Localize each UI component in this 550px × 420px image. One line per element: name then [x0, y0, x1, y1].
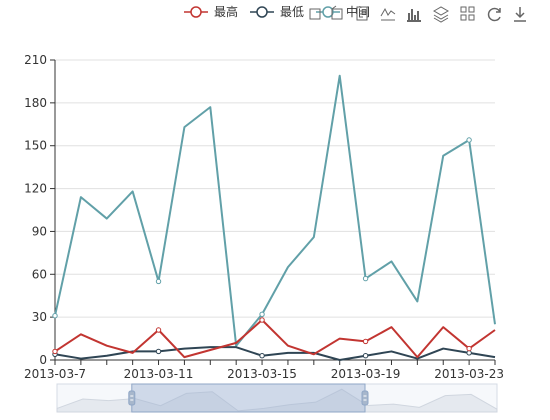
legend-label: 中间 — [346, 4, 370, 19]
data-point[interactable] — [466, 137, 472, 143]
toolbox — [309, 5, 526, 23]
data-zoom-slider[interactable] — [56, 383, 498, 413]
tiled-icon[interactable] — [460, 6, 475, 21]
zoom-handle-start[interactable] — [128, 390, 136, 406]
data-point[interactable] — [52, 348, 58, 355]
data-point[interactable] — [259, 317, 265, 323]
x-axis: 2013-03-7 2013-03-11 2013-03-15 2013-03-19 2… — [24, 359, 504, 381]
y-axis: 0 30 60 90 120 150 180 210 — [24, 53, 56, 367]
data-point[interactable] — [259, 311, 265, 317]
y-gridlines — [55, 59, 495, 318]
data-view-icon[interactable] — [356, 6, 368, 21]
line-chart-icon[interactable] — [380, 7, 396, 21]
x-tick-label: 2013-03-11 — [124, 367, 194, 381]
zoom-handle-end[interactable] — [361, 390, 369, 406]
data-point[interactable] — [362, 275, 369, 282]
y-tick-label: 0 — [39, 353, 47, 367]
y-tick-label: 150 — [24, 139, 47, 153]
y-tick-label: 90 — [32, 224, 47, 238]
legend-label: 最低 — [280, 5, 304, 19]
y-tick-label: 120 — [24, 182, 47, 196]
legend-marker-icon — [256, 6, 268, 18]
data-point[interactable] — [52, 313, 58, 319]
y-tick-label: 60 — [32, 267, 47, 281]
legend-item[interactable]: 最低 — [250, 5, 304, 19]
zoom-shadow-area — [56, 388, 498, 413]
data-point[interactable] — [466, 345, 472, 352]
series-line — [54, 74, 496, 347]
zoom-selected-window[interactable] — [131, 383, 366, 413]
x-tick-label: 2013-03-19 — [331, 367, 401, 381]
series-0 — [52, 317, 496, 359]
series-2 — [52, 74, 496, 347]
data-point[interactable] — [259, 353, 265, 359]
x-tick-label: 2013-03-23 — [434, 367, 504, 381]
legend-item[interactable]: 最高 — [184, 4, 238, 19]
stack-icon[interactable] — [432, 6, 450, 23]
drag-handle-icon — [128, 390, 136, 406]
zoom-icon[interactable] — [309, 8, 321, 20]
legend-marker-icon — [322, 6, 334, 18]
y-tick-label: 180 — [24, 96, 47, 110]
data-point[interactable] — [155, 327, 162, 333]
legend-item[interactable]: 中间 — [316, 4, 370, 19]
x-tick-label: 2013-03-7 — [24, 367, 86, 381]
data-point[interactable] — [155, 278, 162, 285]
series-line — [54, 319, 496, 359]
y-tick-label: 30 — [32, 310, 47, 324]
zoom-reset-icon[interactable] — [331, 5, 343, 20]
data-point[interactable] — [466, 350, 472, 356]
x-tick-label: 2013-03-15 — [227, 367, 297, 381]
save-image-icon[interactable] — [514, 7, 526, 22]
legend: 最高 最低 中间 — [184, 4, 370, 19]
data-point[interactable] — [155, 348, 162, 355]
drag-handle-icon — [361, 390, 369, 406]
y-tick-label: 210 — [24, 53, 47, 67]
data-point[interactable] — [362, 353, 369, 359]
legend-label: 最高 — [214, 4, 238, 19]
data-point[interactable] — [362, 338, 369, 345]
restore-icon[interactable] — [487, 7, 501, 22]
bar-chart-icon[interactable] — [407, 9, 421, 22]
legend-marker-icon — [190, 6, 202, 18]
